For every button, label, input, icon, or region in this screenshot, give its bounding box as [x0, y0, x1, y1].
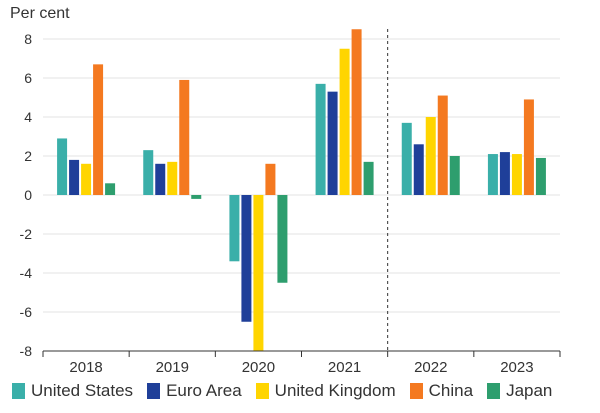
- bar: [57, 138, 68, 195]
- bar: [449, 156, 460, 195]
- bar: [523, 99, 534, 195]
- legend-swatch: [255, 383, 269, 399]
- bar: [413, 144, 424, 195]
- x-axis: 2018 2019 2020 2021 2022 2023: [42, 29, 561, 376]
- bar: [179, 79, 190, 195]
- bar: [487, 154, 498, 195]
- legend-item: Euro Area: [147, 381, 242, 401]
- legend-swatch: [12, 383, 25, 399]
- legend-label: United Kingdom: [274, 381, 396, 400]
- y-axis-unit-label: Per cent: [10, 5, 70, 22]
- bar: [93, 64, 104, 195]
- bar: [155, 163, 166, 195]
- bar: [535, 157, 546, 195]
- bar: [241, 195, 252, 322]
- x-tick-label: 2019: [156, 359, 189, 376]
- legend-swatch: [409, 383, 423, 399]
- legend-item: Japan: [487, 381, 552, 401]
- legend-label: Euro Area: [166, 381, 242, 400]
- bar: [167, 161, 178, 195]
- y-tick-label: 4: [24, 109, 32, 125]
- legend-swatch: [487, 383, 501, 399]
- bar: [69, 159, 80, 195]
- legend-label: China: [428, 381, 474, 400]
- bars: [57, 29, 546, 351]
- x-tick-label: 2018: [69, 359, 102, 376]
- bar: [229, 195, 240, 262]
- bar: [339, 48, 350, 195]
- legend-item: United States: [12, 381, 133, 401]
- bar: [351, 29, 362, 195]
- bar: [265, 163, 276, 195]
- gridlines: [43, 38, 560, 352]
- y-tick-label: -6: [20, 304, 33, 320]
- y-tick-label: 8: [24, 31, 32, 47]
- y-tick-label: -2: [20, 226, 33, 242]
- y-tick-label: -8: [20, 343, 33, 359]
- bar: [253, 195, 264, 351]
- legend-item: United Kingdom: [255, 381, 396, 401]
- legend-label: United States: [31, 381, 134, 400]
- bar: [363, 161, 374, 195]
- x-tick-label: 2020: [242, 359, 275, 376]
- y-tick-label: 6: [24, 70, 32, 86]
- y-tick-label: 2: [24, 148, 32, 164]
- bar: [315, 83, 326, 195]
- bar: [425, 117, 436, 195]
- bar: [81, 163, 92, 195]
- bar: [401, 122, 412, 195]
- bar: [511, 154, 522, 195]
- legend-label: Japan: [506, 381, 553, 400]
- bar: [191, 195, 202, 199]
- bar: [499, 152, 510, 195]
- bar: [437, 95, 448, 195]
- x-tick-label: 2021: [328, 359, 361, 376]
- bar: [327, 91, 338, 195]
- x-tick-label: 2023: [500, 359, 533, 376]
- y-axis-ticks: -8 -6 -4 -2 0 2 4 6 8: [20, 31, 33, 359]
- bar-chart: -8 -6 -4 -2 0 2 4 6 8 2018 2019 2020 2021 2022 2023: [20, 29, 561, 376]
- legend: United States Euro Area United Kingdom Chin…: [12, 381, 566, 401]
- y-tick-label: -4: [20, 265, 33, 281]
- bar: [277, 195, 288, 283]
- bar: [143, 150, 154, 195]
- legend-item: China: [409, 381, 474, 401]
- bar: [105, 183, 116, 195]
- x-tick-label: 2022: [414, 359, 447, 376]
- legend-swatch: [147, 383, 161, 399]
- y-tick-label: 0: [24, 187, 32, 203]
